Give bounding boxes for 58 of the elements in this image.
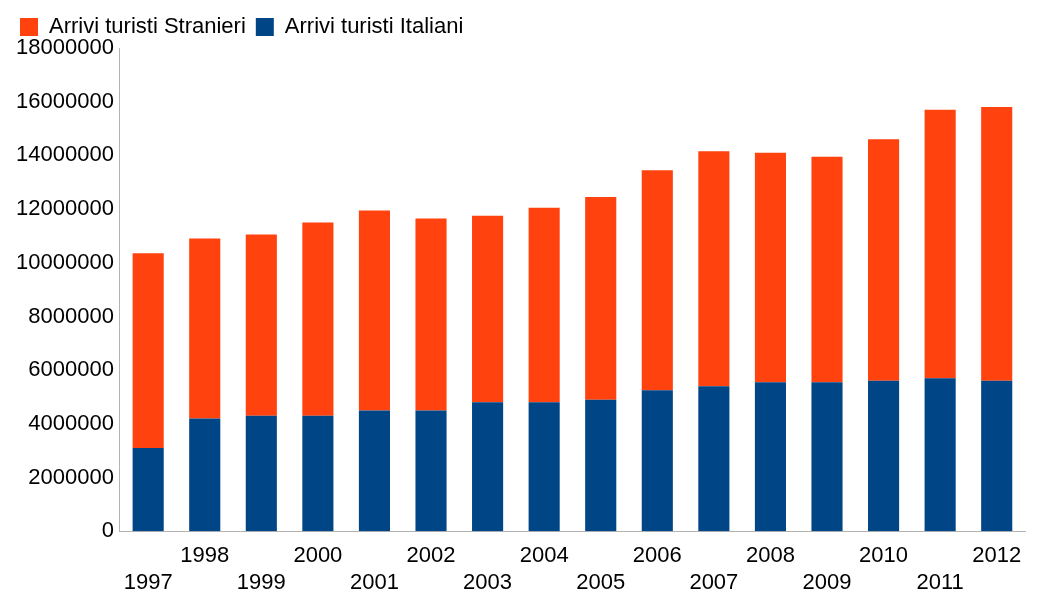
x-tick-label: 1997 xyxy=(123,568,173,594)
x-tick-label: 1999 xyxy=(236,568,286,594)
x-tick-label: 2000 xyxy=(293,542,343,568)
x-tick-label: 2006 xyxy=(632,542,682,568)
bar xyxy=(641,170,673,391)
bar xyxy=(132,447,164,532)
y-tick-label: 16000000 xyxy=(15,87,114,113)
bar xyxy=(754,152,786,383)
bar xyxy=(811,382,843,532)
bar xyxy=(924,109,956,379)
x-tick-label: 2003 xyxy=(463,568,513,594)
x-tick-label: 2007 xyxy=(689,568,739,594)
bar xyxy=(641,390,673,532)
bar xyxy=(415,218,447,411)
bar xyxy=(302,222,334,416)
bar xyxy=(189,418,221,532)
y-tick-label: 10000000 xyxy=(15,248,114,274)
bar xyxy=(528,207,560,403)
bar xyxy=(472,215,504,403)
x-tick-label: 2011 xyxy=(916,568,964,594)
bar xyxy=(981,107,1013,381)
bar xyxy=(868,139,900,381)
bar xyxy=(528,402,560,532)
bar xyxy=(981,380,1013,532)
x-tick-label: 2002 xyxy=(406,542,456,568)
x-tick-label: 2010 xyxy=(859,542,909,568)
bar xyxy=(585,399,617,532)
y-tick-label: 0 xyxy=(101,517,114,543)
x-tick-label: 1998 xyxy=(180,542,230,568)
y-tick-label: 14000000 xyxy=(15,141,114,167)
bar xyxy=(302,415,334,532)
bar xyxy=(132,253,164,448)
y-tick-label: 4000000 xyxy=(28,409,114,435)
legend-label: Arrivi turisti Italiani xyxy=(284,13,464,39)
bar xyxy=(868,380,900,532)
bar xyxy=(698,386,730,532)
x-tick-label: 2009 xyxy=(802,568,852,594)
bar xyxy=(754,382,786,532)
y-tick-label: 12000000 xyxy=(15,195,114,221)
bar xyxy=(415,410,447,532)
x-tick-label: 2001 xyxy=(349,568,399,594)
bar xyxy=(924,378,956,532)
x-tick-label: 2008 xyxy=(745,542,795,568)
bar xyxy=(245,415,277,532)
bar xyxy=(585,196,617,400)
x-tick-label: 2004 xyxy=(519,542,569,568)
bar xyxy=(189,238,221,419)
bar xyxy=(472,402,504,532)
bar xyxy=(358,410,390,532)
bar xyxy=(358,210,390,411)
y-tick-label: 6000000 xyxy=(28,356,114,382)
y-tick-label: 2000000 xyxy=(28,463,114,489)
bar xyxy=(245,234,277,416)
x-tick-label: 2012 xyxy=(972,542,1022,568)
x-tick-label: 2005 xyxy=(576,568,626,594)
bar xyxy=(698,151,730,387)
bar xyxy=(811,156,843,383)
y-tick-label: 8000000 xyxy=(28,302,114,328)
